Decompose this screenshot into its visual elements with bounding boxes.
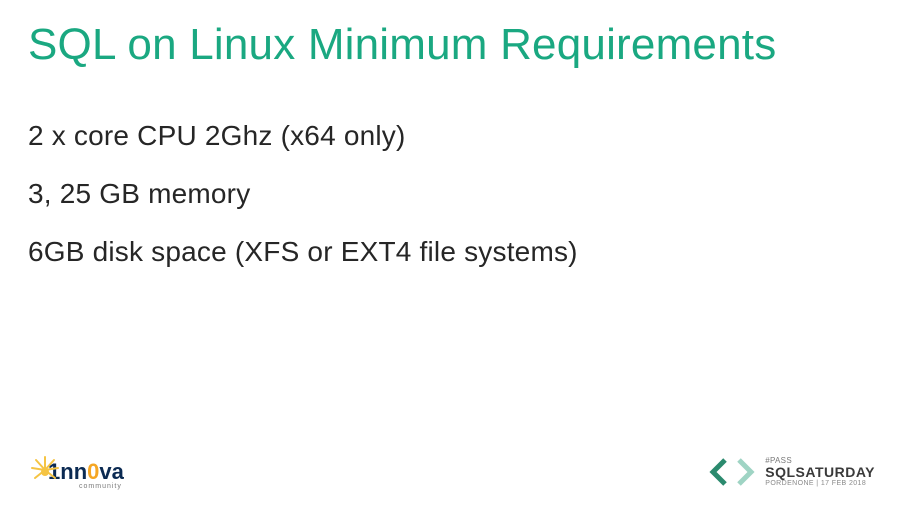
slide: SQL on Linux Minimum Requirements 2 x co…: [0, 0, 907, 510]
sqlsaturday-text: #PASS SQLSATURDAY PORDENONE | 17 FEB 201…: [765, 457, 875, 487]
slide-title: SQL on Linux Minimum Requirements: [28, 20, 776, 70]
logo-char-0: 0: [87, 461, 99, 483]
footer: 1 nn 0 va community #PASS SQLSATURDAY PO…: [0, 444, 907, 494]
sun-icon: [30, 455, 60, 485]
bullet-item: 6GB disk space (XFS or EXT4 file systems…: [28, 236, 867, 268]
sqlsaturday-main: SQLSATURDAY: [765, 465, 875, 480]
slide-body: 2 x core CPU 2Ghz (x64 only) 3, 25 GB me…: [28, 120, 867, 294]
saturday-label: SATURDAY: [796, 464, 875, 480]
sqlsaturday-logo: #PASS SQLSATURDAY PORDENONE | 17 FEB 201…: [709, 456, 875, 488]
chevrons-icon: [709, 456, 755, 488]
bullet-item: 2 x core CPU 2Ghz (x64 only): [28, 120, 867, 152]
innova-logo: 1 nn 0 va community: [42, 461, 124, 490]
sql-label: SQL: [765, 464, 795, 480]
sqlsaturday-sub: PORDENONE | 17 FEB 2018: [765, 480, 875, 487]
bullet-item: 3, 25 GB memory: [28, 178, 867, 210]
logo-char-va: va: [99, 461, 123, 483]
logo-char-nn: nn: [60, 461, 87, 483]
